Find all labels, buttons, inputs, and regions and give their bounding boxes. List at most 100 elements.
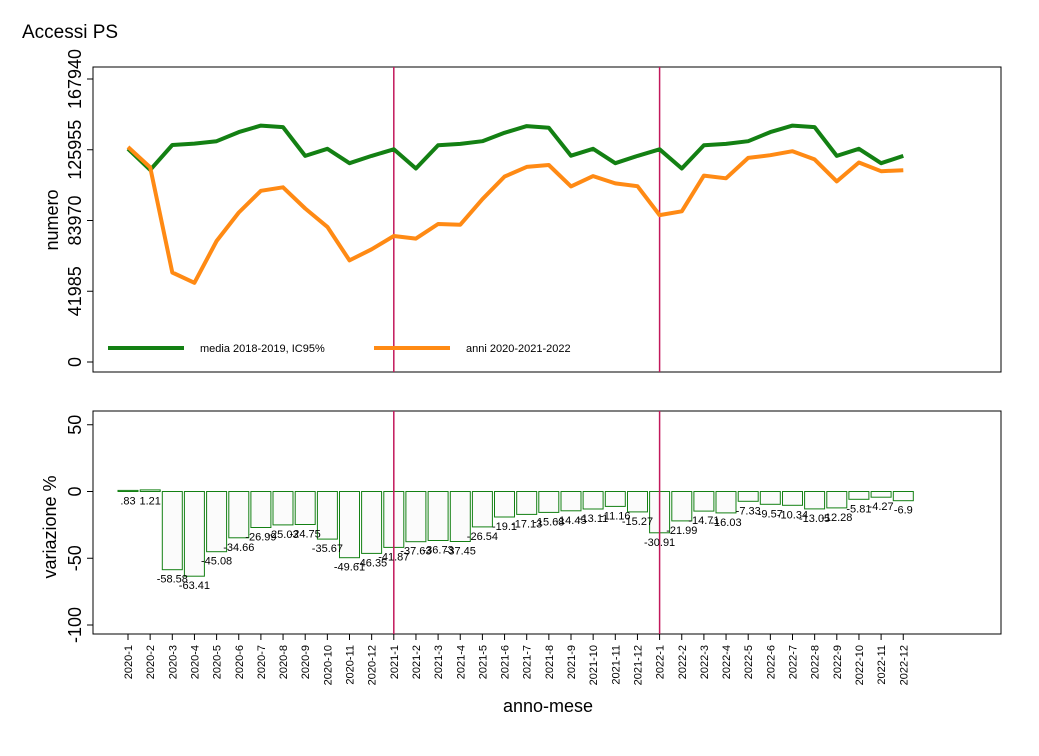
bar-value-label: -6.9 [894,505,913,517]
bar [250,491,272,528]
line-panel: 0 41985 83970 125955 167940 media 2018-2019, … [65,49,1002,373]
bar-y-tick-label: 0 [65,486,85,496]
x-tick-label: 2022-7 [788,645,800,679]
bar-value-label: -5.81 [846,503,871,515]
x-tick-label: 2020-1 [123,645,135,679]
bar [471,491,493,528]
line-y-tick-label: 167940 [65,49,85,109]
legend-label: anni 2020-2021-2022 [466,343,571,355]
x-tick-label: 2020-6 [234,645,246,679]
bar [693,491,715,512]
bar [228,491,250,539]
x-tick-label: 2020-8 [278,645,290,679]
x-tick-label: 2021-8 [544,645,556,679]
x-tick-label: 2022-10 [854,645,866,685]
x-tick-label: 2022-4 [721,645,733,679]
legend-label: media 2018-2019, IC95% [200,343,325,355]
bar-value-label: -7.33 [736,505,761,517]
bar-value-label: -10.34 [777,509,808,521]
x-tick-label: 2020-9 [300,645,312,679]
x-tick-label: 2022-11 [876,645,888,685]
bar-value-label: -17.13 [511,518,542,530]
line-y-tick-label: 41985 [65,266,85,316]
bar [870,491,892,498]
bar [715,491,737,514]
bar-value-label: -35.67 [312,543,343,555]
bar-value-label: -24.75 [290,529,321,541]
x-tick-label: 2020-12 [367,645,379,685]
bar [161,491,183,571]
bar-value-label: -34.66 [223,542,254,554]
bar [272,491,294,526]
series-line-media [126,123,904,172]
x-tick-label: 2021-12 [632,645,644,685]
bar [627,491,648,513]
x-tick-label: 2021-7 [522,645,534,679]
bar-value-label: -13.05 [799,513,830,525]
x-tick-label: 2021-5 [477,645,489,679]
bar-value-label: .83 [120,496,135,508]
bar [560,491,582,512]
x-tick-label: 2020-10 [322,645,334,685]
x-tick-label: 2021-9 [566,645,578,679]
x-tick-label: 2022-2 [677,645,689,679]
x-tick-label: 2020-4 [189,645,201,679]
bar-value-label: -58.58 [157,574,188,586]
bar-value-label: -12.28 [821,512,852,524]
bar [516,491,538,515]
bar-value-label: -25.03 [267,529,298,541]
bar-x-axis-title: anno-mese [503,696,593,716]
bar-value-label: -45.08 [201,556,232,568]
x-tick-label: 2021-10 [588,645,600,685]
bar-value-label: -13.11 [578,513,608,525]
bar [206,491,228,553]
bar-y-axis-title: variazione % [40,475,60,578]
bar [826,491,848,509]
x-tick-label: 2020-5 [212,645,224,679]
x-tick-label: 2022-1 [655,645,667,679]
x-tick-label: 2020-2 [145,645,157,679]
x-tick-label: 2021-1 [389,645,401,679]
bar [449,491,471,542]
bar-value-label: -63.41 [179,580,210,592]
x-tick-label: 2021-6 [500,645,512,679]
bar [117,489,139,492]
bar-value-label: -15.27 [622,516,653,528]
bar [671,491,693,522]
line-plot-frame [92,66,1002,373]
bar [538,491,560,513]
x-tick-label: 2022-12 [898,645,910,685]
bar-value-label: -30.91 [644,537,675,549]
bar [361,491,383,554]
bar [316,491,338,540]
bar [139,489,161,492]
bar-panel: -100 -50 0 50 .83 1.21 -58.58-63.41 -45.08 -34.6… [65,410,1002,685]
bar [804,491,826,510]
bar [737,491,759,502]
bar-value-label: -14.45 [555,515,586,527]
bar [782,491,803,506]
bar [759,491,781,505]
x-tick-label: 2020-3 [167,645,179,679]
bar-y-tick-label: -50 [65,545,85,571]
x-tick-label: 2020-11 [345,645,357,685]
x-tick-label: 2022-5 [743,645,755,679]
bar [494,491,515,518]
bar-value-label: -9.57 [758,508,783,520]
x-tick-label: 2022-9 [832,645,844,679]
bar-value-label: -14.71 [688,515,719,527]
x-tick-label: 2021-2 [411,645,423,679]
bar-value-label: -19.1 [492,521,517,533]
bar [294,491,316,525]
bar [427,491,449,541]
bar-value-label: -26.54 [467,531,498,543]
x-tick-label: 2021-3 [433,645,445,679]
bar-value-label: -46.35 [356,557,387,569]
line-y-tick-label: 83970 [65,195,85,245]
bar-value-label: -37.63 [400,546,431,558]
line-y-tick-label: 0 [65,357,85,367]
bar-value-label: -4.27 [869,501,894,513]
bar-value-label: -36.73 [422,545,453,557]
bar-value-label: -41.87 [378,551,409,563]
